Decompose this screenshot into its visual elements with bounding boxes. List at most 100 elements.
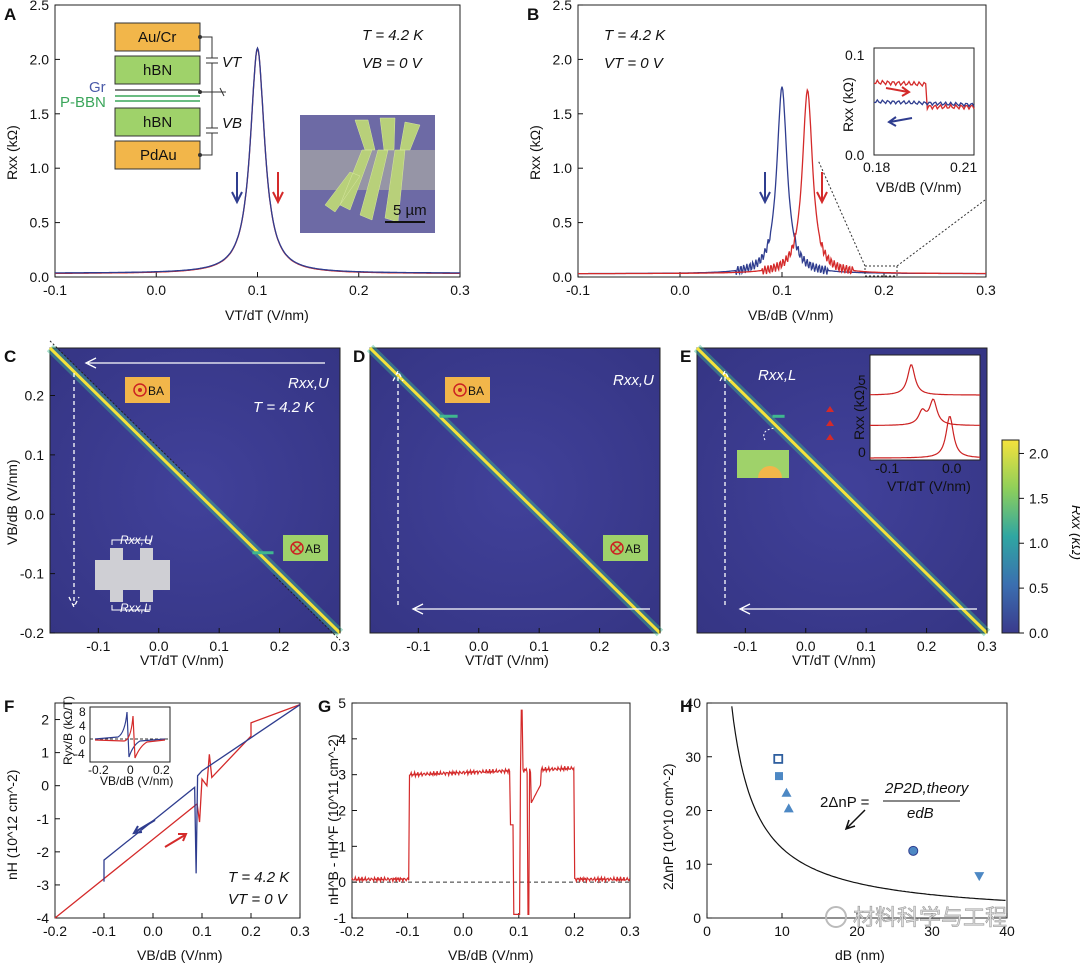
colorbar-ticks: 0.0 0.5 1.0 1.5 2.0 [1019, 445, 1049, 641]
inset-ytick: 0.0 [845, 147, 865, 163]
panel-h-ytick-label: 20 [685, 803, 701, 819]
dotted-guide [49, 340, 190, 478]
inset-trace [870, 364, 980, 396]
svg-text:F: F [4, 697, 14, 716]
panel-b-xtick-label: 0.3 [976, 282, 996, 298]
panel-c-xtick-label: 0.2 [270, 638, 290, 654]
svg-text:C: C [4, 347, 16, 366]
panel-f-ytick-label: 2 [41, 712, 49, 728]
colorbar-tick-label: 1.5 [1029, 490, 1049, 506]
hbn-bottom-label: hBN [143, 114, 172, 131]
sweep-arrow-vertical [719, 369, 731, 605]
panel-f-ytick-label: 0 [41, 778, 49, 794]
sweep-arrow-horizontal [411, 603, 650, 615]
data-point-triangle [783, 803, 794, 813]
red-arrow-icon [164, 833, 188, 848]
panel-g-ytick-label: 4 [338, 731, 346, 747]
hbn-bottom-layer [114, 107, 201, 137]
inset-ylabel: Rxx (kΩ) [840, 77, 856, 132]
panel-c-xtick-label: -0.1 [86, 638, 110, 654]
inset-ylabel: Rxx (kΩ) [851, 385, 867, 440]
ab-domain-icon: AB [283, 535, 328, 561]
panel-e-xtick-label: -0.1 [733, 638, 757, 654]
panel-d-channel-label: Rxx,U [613, 372, 654, 389]
panel-g-xlabel: VB/dB (V/nm) [448, 947, 534, 963]
colorbar: 0.0 0.5 1.0 1.5 2.0 Rxx (kΩ) [1001, 439, 1080, 641]
panel-e-xtick-label: 0.3 [977, 638, 997, 654]
panel-c: C -0.1 0.0 0.1 0.2 0.3 -0.2 -0.1 0.0 0.1 0.2 Rxx,… [4, 340, 350, 668]
wechat-icon [825, 906, 847, 928]
svg-text:D: D [353, 347, 365, 366]
panel-c-ytick-label: 0.2 [25, 388, 45, 404]
panel-c-ticks: -0.1 0.0 0.1 0.2 0.3 -0.2 -0.1 0.0 0.1 0.2 [20, 388, 350, 655]
inset-xtick: 0.18 [863, 159, 890, 175]
panel-g-frame [351, 702, 631, 919]
panel-a-ytick-label: 2.0 [30, 51, 50, 67]
blue-arrow-icon [759, 172, 771, 205]
ab-label: AB [305, 542, 321, 556]
red-arrow-icon [816, 172, 828, 205]
panel-e: E -0.1 0.0 0.1 0.2 0.3 Rxx,L 5 0 -0.1 0.0 VT… [680, 344, 997, 668]
panel-e-channel-label: Rxx,L [758, 367, 796, 384]
panel-e-xtick-label: 0.2 [917, 638, 937, 654]
rxx-u-label: Rxx,U [120, 533, 153, 547]
panel-h-xtick-label: 30 [924, 923, 940, 939]
hbn-top-label: hBN [143, 62, 172, 79]
panel-a-xtick-label: 0.1 [248, 282, 268, 298]
colorbar-gradient [1001, 439, 1020, 634]
panel-h-xtick-label: 40 [999, 923, 1015, 939]
panel-a-vb-condition: VB = 0 V [362, 55, 424, 72]
data-point-circle [908, 845, 919, 856]
panel-a-xtick-label: -0.1 [43, 282, 67, 298]
colorbar-tick-label: 0.5 [1029, 580, 1049, 596]
panel-f-xtick-label: 0.0 [143, 923, 163, 939]
panel-f-ticks: -0.2 -0.1 0.0 0.1 0.2 0.3 -4 -3 -2 -1 0 1 2 [37, 712, 310, 939]
contact-leads [324, 117, 421, 223]
panel-f-backward-curve [103, 704, 301, 882]
panel-e-ticks: -0.1 0.0 0.1 0.2 0.3 [733, 628, 997, 654]
panel-g-xtick-label: -0.2 [340, 923, 364, 939]
pbbn-label: P-BBN [60, 94, 106, 111]
sweep-arrow-vertical [392, 369, 404, 605]
colorbar-label: Rxx (kΩ) [1069, 505, 1080, 560]
gate-circuit [200, 36, 226, 156]
panel-c-xtick-label: 0.0 [149, 638, 169, 654]
panel-g-ytick-label: 5 [338, 695, 346, 711]
domain-wall-icon [737, 427, 789, 478]
panel-f-xtick-label: 0.1 [192, 923, 212, 939]
panel-a-ylabel: Rxx (kΩ) [4, 125, 20, 180]
formula-denominator: edB [907, 805, 934, 822]
panel-h-xlabel: dB (nm) [835, 947, 885, 963]
panel-f-ytick-label: -3 [37, 877, 50, 893]
panel-c-channel-label: Rxx,U [288, 375, 329, 392]
inset-ytick: 0 [79, 733, 86, 747]
panel-g-ytick-label: 3 [338, 767, 346, 783]
top-gate-label: Au/Cr [138, 29, 176, 46]
panel-f-ylabel: nH (10^12 cm^-2) [4, 770, 20, 880]
bottom-gate-layer [114, 140, 201, 170]
formula-lhs: 2ΔnP = [820, 794, 870, 811]
panel-g: G -0.2 -0.1 0.0 0.1 0.2 0.3 -1 0 1 2 3 4 5 VB/dB (V/… [318, 695, 640, 963]
panel-f: F -0.2 -0.1 0.0 0.1 0.2 0.3 -4 -3 -2 -1 0 1 2 T = 4.… [4, 696, 310, 963]
panel-e-xtick-label: 0.0 [796, 638, 816, 654]
panel-d-ticks: -0.1 0.0 0.1 0.2 0.3 [406, 628, 670, 654]
panel-c-ridge [46, 340, 344, 641]
panel-h-ytick-label: 40 [685, 695, 701, 711]
inset-trace [870, 398, 980, 426]
svg-text:E: E [680, 347, 691, 366]
inset-ytick: -4 [74, 747, 85, 761]
panel-g-ytick-label: 2 [338, 803, 346, 819]
dotted-guide [273, 574, 341, 641]
zoom-region [864, 265, 898, 277]
inset-xlabel: VT/dT (V/nm) [887, 478, 971, 494]
inset-ytick: 0.1 [845, 47, 865, 63]
panel-d-xtick-label: 0.3 [650, 638, 670, 654]
watermark: 材料科学与工程 [825, 906, 1007, 931]
panel-h-xtick-label: 0 [703, 923, 711, 939]
panel-b-ytick-label: 0.5 [553, 215, 573, 231]
ab-label: AB [625, 542, 641, 556]
panel-g-xtick-label: -0.1 [396, 923, 420, 939]
panel-g-ytick-label: 0 [338, 874, 346, 890]
formula-arrow-icon [844, 809, 866, 831]
